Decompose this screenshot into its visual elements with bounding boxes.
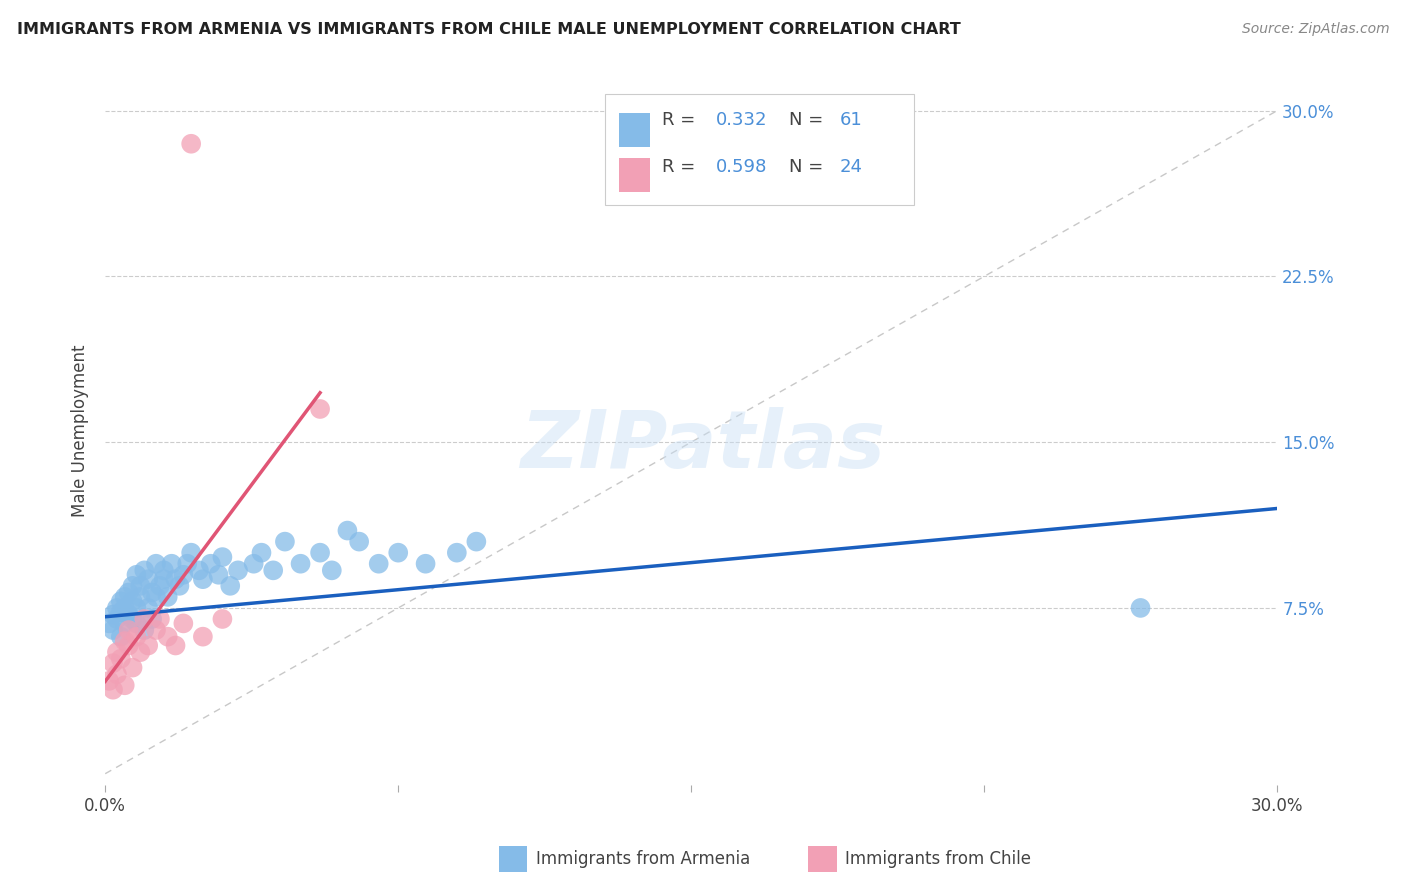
- Point: [118, 639, 141, 653]
- Point: [387, 546, 409, 560]
- Point: [415, 557, 437, 571]
- Point: [149, 579, 172, 593]
- Point: [176, 557, 198, 571]
- Text: ZIPatlas: ZIPatlas: [520, 407, 886, 485]
- Point: [290, 557, 312, 571]
- Point: [118, 623, 141, 637]
- Point: [136, 601, 159, 615]
- Point: [129, 579, 152, 593]
- Text: N =: N =: [789, 158, 828, 176]
- Point: [321, 563, 343, 577]
- Point: [145, 557, 167, 571]
- Text: N =: N =: [789, 112, 828, 129]
- Point: [188, 563, 211, 577]
- Point: [114, 590, 136, 604]
- Y-axis label: Male Unemployment: Male Unemployment: [72, 345, 89, 517]
- Text: Immigrants from Armenia: Immigrants from Armenia: [536, 850, 749, 868]
- Point: [211, 612, 233, 626]
- Point: [156, 630, 179, 644]
- Point: [446, 546, 468, 560]
- Point: [105, 667, 128, 681]
- Point: [180, 136, 202, 151]
- Point: [121, 594, 143, 608]
- Point: [101, 607, 124, 622]
- Point: [141, 585, 163, 599]
- Text: Source: ZipAtlas.com: Source: ZipAtlas.com: [1241, 22, 1389, 37]
- Point: [145, 590, 167, 604]
- Point: [141, 612, 163, 626]
- Point: [98, 673, 121, 688]
- Point: [250, 546, 273, 560]
- Point: [125, 567, 148, 582]
- Point: [134, 612, 156, 626]
- Point: [129, 645, 152, 659]
- Point: [105, 645, 128, 659]
- Point: [101, 656, 124, 670]
- Point: [121, 612, 143, 626]
- Text: Immigrants from Chile: Immigrants from Chile: [845, 850, 1031, 868]
- Point: [207, 567, 229, 582]
- Point: [125, 601, 148, 615]
- Point: [118, 607, 141, 622]
- Point: [105, 601, 128, 615]
- Point: [149, 612, 172, 626]
- Point: [165, 572, 187, 586]
- Point: [101, 682, 124, 697]
- Text: 0.332: 0.332: [716, 112, 768, 129]
- Point: [211, 550, 233, 565]
- Point: [110, 605, 132, 619]
- Text: 61: 61: [839, 112, 862, 129]
- Point: [309, 402, 332, 417]
- Point: [309, 546, 332, 560]
- Point: [367, 557, 389, 571]
- Point: [125, 616, 148, 631]
- Point: [1129, 601, 1152, 615]
- Point: [114, 616, 136, 631]
- Point: [98, 616, 121, 631]
- Point: [110, 652, 132, 666]
- Point: [110, 594, 132, 608]
- Point: [172, 616, 194, 631]
- Point: [153, 563, 176, 577]
- Point: [165, 639, 187, 653]
- Point: [180, 546, 202, 560]
- Text: IMMIGRANTS FROM ARMENIA VS IMMIGRANTS FROM CHILE MALE UNEMPLOYMENT CORRELATION C: IMMIGRANTS FROM ARMENIA VS IMMIGRANTS FR…: [17, 22, 960, 37]
- Point: [125, 630, 148, 644]
- Point: [465, 534, 488, 549]
- Point: [110, 630, 132, 644]
- Point: [121, 579, 143, 593]
- Point: [134, 623, 156, 637]
- Point: [129, 590, 152, 604]
- Text: 0.598: 0.598: [716, 158, 768, 176]
- Point: [118, 585, 141, 599]
- Point: [114, 634, 136, 648]
- Point: [136, 572, 159, 586]
- Point: [347, 534, 370, 549]
- Point: [145, 623, 167, 637]
- Point: [134, 563, 156, 577]
- Point: [169, 579, 191, 593]
- Point: [191, 630, 214, 644]
- Text: R =: R =: [662, 112, 702, 129]
- Point: [219, 579, 242, 593]
- Point: [156, 590, 179, 604]
- Point: [191, 572, 214, 586]
- Point: [172, 567, 194, 582]
- Point: [101, 623, 124, 637]
- Point: [121, 660, 143, 674]
- Point: [114, 601, 136, 615]
- Point: [336, 524, 359, 538]
- Point: [200, 557, 222, 571]
- Point: [226, 563, 249, 577]
- Point: [153, 572, 176, 586]
- Text: R =: R =: [662, 158, 702, 176]
- Point: [274, 534, 297, 549]
- Point: [136, 639, 159, 653]
- Point: [242, 557, 264, 571]
- Point: [262, 563, 284, 577]
- Text: 24: 24: [839, 158, 862, 176]
- Point: [114, 678, 136, 692]
- Point: [160, 557, 183, 571]
- Point: [105, 612, 128, 626]
